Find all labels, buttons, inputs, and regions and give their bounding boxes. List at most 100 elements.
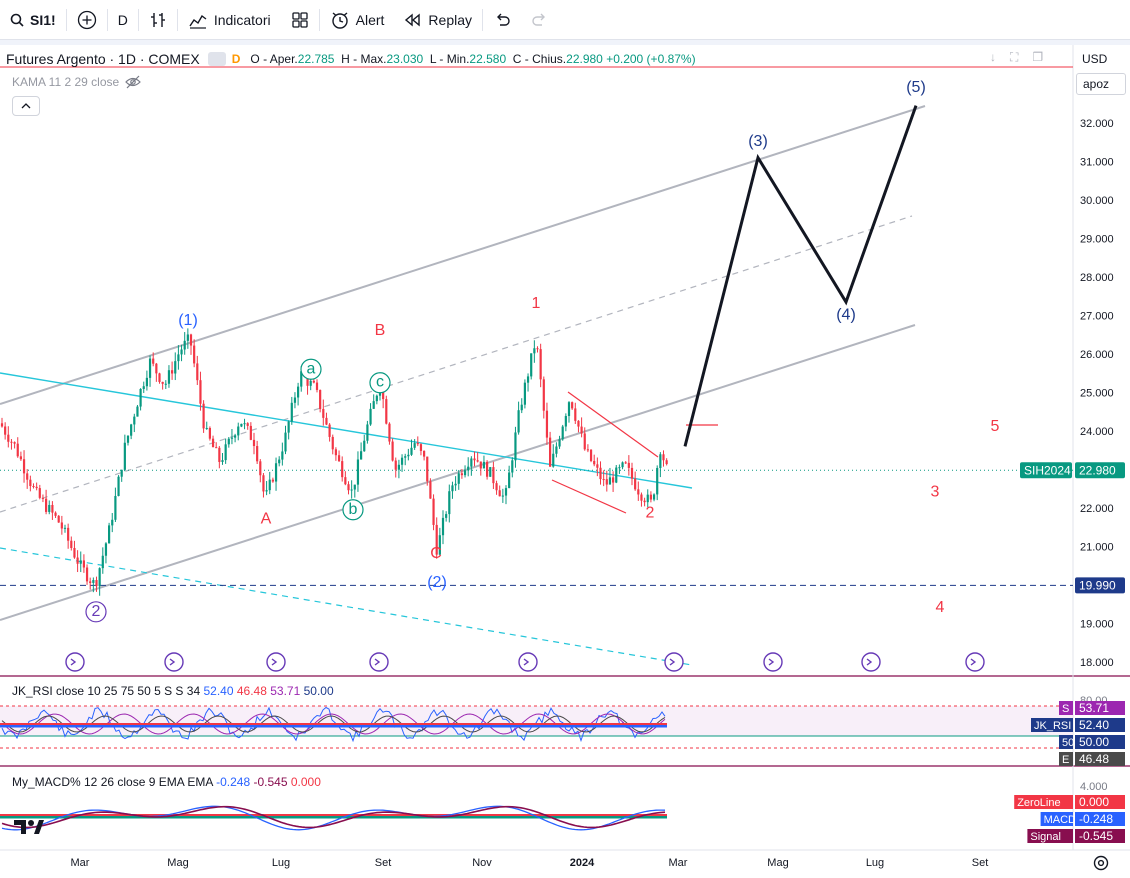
price-tag-label: 19.990 (1079, 578, 1116, 592)
candle-body (605, 479, 608, 485)
maximize-icon[interactable]: ⛶ (1010, 50, 1019, 64)
candle-body (249, 425, 252, 440)
candle-body (429, 481, 432, 499)
candle-body (656, 467, 659, 495)
alert-icon (331, 11, 348, 29)
timeframe-button[interactable]: D (108, 0, 138, 40)
channel-mid-line (0, 215, 913, 513)
currency-selector[interactable]: USD (1076, 48, 1126, 70)
candle-body (441, 517, 445, 536)
candle-body (45, 498, 48, 512)
wave-label: (1) (178, 312, 198, 329)
legend-pill[interactable] (207, 52, 226, 66)
candle-body (259, 461, 262, 476)
wave-label-circle (85, 601, 107, 623)
candle-body (136, 406, 139, 417)
candle-body (57, 515, 60, 523)
rsi-band (0, 706, 1073, 736)
candle-body (467, 466, 470, 471)
candle-body (504, 488, 508, 496)
rsi-tag-name-bg (1059, 735, 1073, 749)
arrow-down-icon[interactable]: ↓ (990, 50, 996, 64)
rsi-name: JK_RSI close 10 25 75 50 5 S S 34 (12, 684, 201, 698)
tradingview-logo[interactable] (14, 818, 44, 841)
wave-label: 2 (646, 505, 655, 522)
candle-body (73, 547, 76, 558)
candle-body (530, 353, 533, 377)
candle-body (344, 477, 347, 485)
candle-body (60, 522, 63, 529)
rsi-tag-value: 50.00 (1079, 735, 1109, 749)
candle-body (145, 377, 148, 387)
kama-legend: KAMA 11 2 29 close (12, 75, 142, 89)
candle-body (630, 467, 634, 479)
candle-body (268, 479, 271, 491)
candle-body (13, 442, 16, 444)
candle-body (473, 458, 476, 461)
candle-body (309, 380, 312, 386)
candle-body (419, 444, 423, 451)
candle-body (234, 435, 237, 438)
symbol-search-button[interactable]: SI1! (0, 0, 66, 40)
y-tick-label: 29.000 (1080, 234, 1114, 246)
undo-button[interactable] (483, 0, 521, 40)
candle-body (665, 460, 668, 465)
candle-body (82, 560, 85, 568)
eye-off-icon[interactable] (125, 75, 142, 89)
candle-body (161, 381, 164, 384)
settings-gear-icon[interactable] (1092, 854, 1110, 877)
candle-body (337, 455, 341, 462)
candle-body (363, 440, 366, 452)
scale-mode-button[interactable]: apoz (1076, 73, 1126, 95)
candle-body (482, 461, 486, 469)
y-tick-label: 24.000 (1080, 426, 1114, 438)
candle-body (397, 464, 400, 470)
indicators-button[interactable]: Indicatori (178, 0, 281, 40)
redo-button[interactable] (521, 0, 559, 40)
wave-label: a (307, 360, 316, 377)
collapse-legend-button[interactable] (12, 96, 40, 116)
chevron-up-icon (21, 103, 31, 109)
macd-tag-name-bg (1040, 812, 1073, 826)
candle-body (659, 454, 662, 468)
candle-body (423, 450, 426, 457)
event-marker-chevron (70, 658, 77, 666)
candle-body (196, 363, 199, 381)
wave-label: b (349, 501, 358, 518)
wedge-upper-line (567, 391, 659, 458)
macd-tag-value: -0.545 (1079, 829, 1113, 843)
layouts-button[interactable] (281, 0, 319, 40)
add-symbol-button[interactable] (67, 0, 107, 40)
pane-controls: ↓ ⛶ ❐ (990, 50, 1043, 65)
candle-body (300, 371, 303, 387)
candle-body (148, 358, 152, 378)
candle-body (208, 427, 211, 439)
cyan-dashed-trendline (0, 547, 693, 666)
candle-body (649, 494, 652, 500)
macd-signal-line (1, 805, 666, 829)
candle-body (479, 461, 482, 469)
x-tick-label: Lug (272, 857, 290, 869)
price-tag-bg (1020, 462, 1072, 479)
candle-body (539, 349, 542, 380)
alert-button[interactable]: Alert (320, 0, 395, 40)
candle-body (454, 483, 457, 486)
candle-body (564, 416, 567, 427)
candle-body (615, 467, 618, 483)
candle-body (29, 479, 32, 487)
candle-body (199, 380, 202, 404)
candle-body (394, 460, 397, 470)
event-marker-chevron (271, 658, 278, 666)
y-tick-label: 21.000 (1080, 542, 1114, 554)
replay-button[interactable]: Replay (394, 0, 482, 40)
high-value: 23.030 (386, 52, 424, 66)
candle-body (489, 467, 492, 477)
candle-body (167, 370, 171, 384)
candle-body (640, 494, 643, 501)
restore-icon[interactable]: ❐ (1032, 50, 1044, 64)
candle-body (328, 424, 331, 437)
bar-style-button[interactable] (139, 0, 177, 40)
kama-label: KAMA 11 2 29 close (12, 75, 120, 89)
symbol-label: SI1! (30, 11, 56, 28)
